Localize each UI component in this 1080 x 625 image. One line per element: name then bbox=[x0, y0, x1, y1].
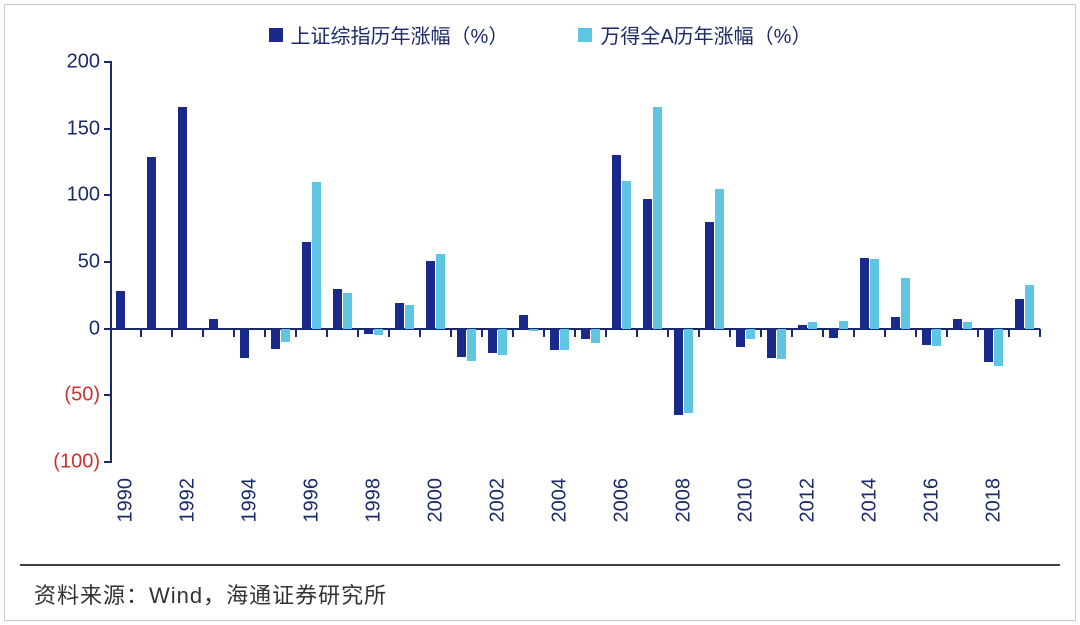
bar-series2 bbox=[560, 329, 570, 350]
x-axis-label: 1998 bbox=[362, 478, 385, 523]
bar-series2 bbox=[591, 329, 601, 344]
bar-series2 bbox=[374, 329, 384, 336]
bar-series2 bbox=[436, 254, 446, 329]
bar-series1 bbox=[426, 261, 436, 329]
y-axis-label: 50 bbox=[0, 251, 100, 274]
x-axis-label: 2002 bbox=[486, 478, 509, 523]
legend-swatch-1 bbox=[269, 28, 283, 42]
x-axis-label: 2014 bbox=[858, 478, 881, 523]
bar-series1 bbox=[271, 329, 281, 349]
y-axis-label: (100) bbox=[0, 451, 100, 474]
x-axis-label: 1994 bbox=[238, 478, 261, 523]
y-axis-label: 0 bbox=[0, 317, 100, 340]
x-axis-labels: 1990 1992 1994 1996 1998 2000 2002 2004 2006 2008… bbox=[110, 472, 1040, 552]
x-axis-label: 1990 bbox=[114, 478, 137, 523]
legend-item-series1: 上证综指历年涨幅（%） bbox=[269, 20, 509, 49]
bar-series2 bbox=[901, 278, 911, 329]
bar-series2 bbox=[312, 182, 322, 329]
bar-series1 bbox=[612, 155, 622, 328]
bar-series2 bbox=[343, 293, 353, 329]
bar-series1 bbox=[1015, 299, 1025, 328]
bar-series1 bbox=[209, 319, 219, 328]
x-axis-label: 1996 bbox=[300, 478, 323, 523]
bar-series1 bbox=[736, 329, 746, 348]
bar-series1 bbox=[178, 107, 188, 328]
bar-series1 bbox=[953, 319, 963, 328]
x-axis-label: 2004 bbox=[548, 478, 571, 523]
bar-series2 bbox=[529, 329, 539, 332]
bar-series1 bbox=[674, 329, 684, 416]
x-axis-label: 2010 bbox=[734, 478, 757, 523]
plot-area bbox=[110, 62, 1040, 462]
y-axis-label: 200 bbox=[0, 51, 100, 74]
bar-series1 bbox=[550, 329, 560, 350]
bar-series1 bbox=[488, 329, 498, 353]
source-divider bbox=[20, 564, 1060, 566]
bar-series2 bbox=[405, 305, 415, 329]
bar-series2 bbox=[994, 329, 1004, 366]
bar-series2 bbox=[467, 329, 477, 361]
bar-series1 bbox=[798, 325, 808, 329]
bar-series2 bbox=[622, 181, 632, 329]
bar-series1 bbox=[240, 329, 250, 358]
y-axis-labels: (100)(50)050100150200 bbox=[0, 62, 100, 462]
bar-series2 bbox=[653, 107, 663, 328]
bar-series1 bbox=[395, 303, 405, 328]
bar-series1 bbox=[147, 157, 157, 329]
legend-label-1: 上证综指历年涨幅（%） bbox=[291, 20, 509, 49]
x-axis-label: 1992 bbox=[176, 478, 199, 523]
y-axis-label: 100 bbox=[0, 184, 100, 207]
annual-return-bar-chart: 上证综指历年涨幅（%） 万得全A历年涨幅（%） (100) (50) 0 50 100 1… bbox=[0, 0, 1080, 560]
x-axis-label: 2016 bbox=[920, 478, 943, 523]
y-axis-label: 150 bbox=[0, 117, 100, 140]
bar-series2 bbox=[684, 329, 694, 413]
bar-series1 bbox=[891, 317, 901, 329]
source-text: 资料来源：Wind，海通证券研究所 bbox=[34, 578, 387, 610]
bar-series2 bbox=[498, 329, 508, 356]
bar-series1 bbox=[364, 329, 374, 334]
bar-series1 bbox=[333, 289, 343, 329]
y-axis-label: (50) bbox=[0, 384, 100, 407]
bar-series1 bbox=[767, 329, 777, 358]
bar-series2 bbox=[808, 322, 818, 329]
bar-series2 bbox=[281, 329, 291, 342]
bar-series1 bbox=[457, 329, 467, 357]
x-axis-label: 2006 bbox=[610, 478, 633, 523]
bar-series1 bbox=[116, 291, 126, 328]
bar-series1 bbox=[581, 329, 591, 340]
x-axis-label: 2012 bbox=[796, 478, 819, 523]
bar-series1 bbox=[705, 222, 715, 329]
bar-series1 bbox=[643, 199, 653, 328]
bar-series2 bbox=[715, 189, 725, 329]
x-axis-label: 2000 bbox=[424, 478, 447, 523]
bar-series1 bbox=[922, 329, 932, 345]
legend-swatch-2 bbox=[578, 28, 592, 42]
bar-series2 bbox=[932, 329, 942, 346]
bar-series2 bbox=[870, 259, 880, 328]
x-axis-label: 2018 bbox=[982, 478, 1005, 523]
bar-series2 bbox=[746, 329, 756, 340]
legend: 上证综指历年涨幅（%） 万得全A历年涨幅（%） bbox=[0, 20, 1080, 49]
x-axis-label: 2008 bbox=[672, 478, 695, 523]
bar-series1 bbox=[829, 329, 839, 338]
bar-series1 bbox=[519, 315, 529, 328]
bar-series1 bbox=[860, 258, 870, 329]
bar-series1 bbox=[984, 329, 994, 362]
bars-layer bbox=[110, 62, 1040, 462]
bar-series2 bbox=[839, 321, 849, 329]
legend-item-series2: 万得全A历年涨幅（%） bbox=[578, 20, 811, 49]
bar-series2 bbox=[1025, 285, 1035, 329]
bar-series2 bbox=[777, 329, 787, 360]
bar-series1 bbox=[302, 242, 312, 329]
legend-label-2: 万得全A历年涨幅（%） bbox=[600, 20, 811, 49]
bar-series2 bbox=[963, 322, 973, 329]
